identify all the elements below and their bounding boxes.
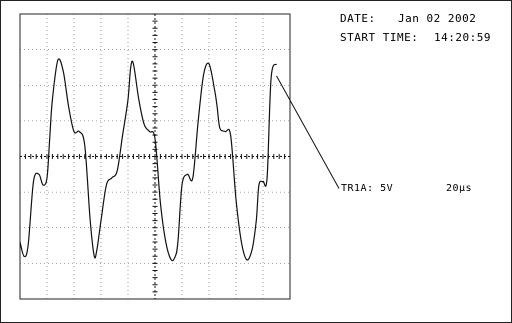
date-label: DATE: [340,12,376,25]
date-value: Jan 02 2002 [398,12,477,25]
start-time-label: START TIME: [340,31,419,44]
timebase-label: 20µs [446,183,473,194]
waveform-trace [19,58,278,262]
channel-scale-label: TR1A: 5V [341,183,394,194]
center-axis-ticks [19,13,291,300]
channel-pointer-line [276,75,340,189]
start-time-value: 14:20:59 [434,31,491,44]
